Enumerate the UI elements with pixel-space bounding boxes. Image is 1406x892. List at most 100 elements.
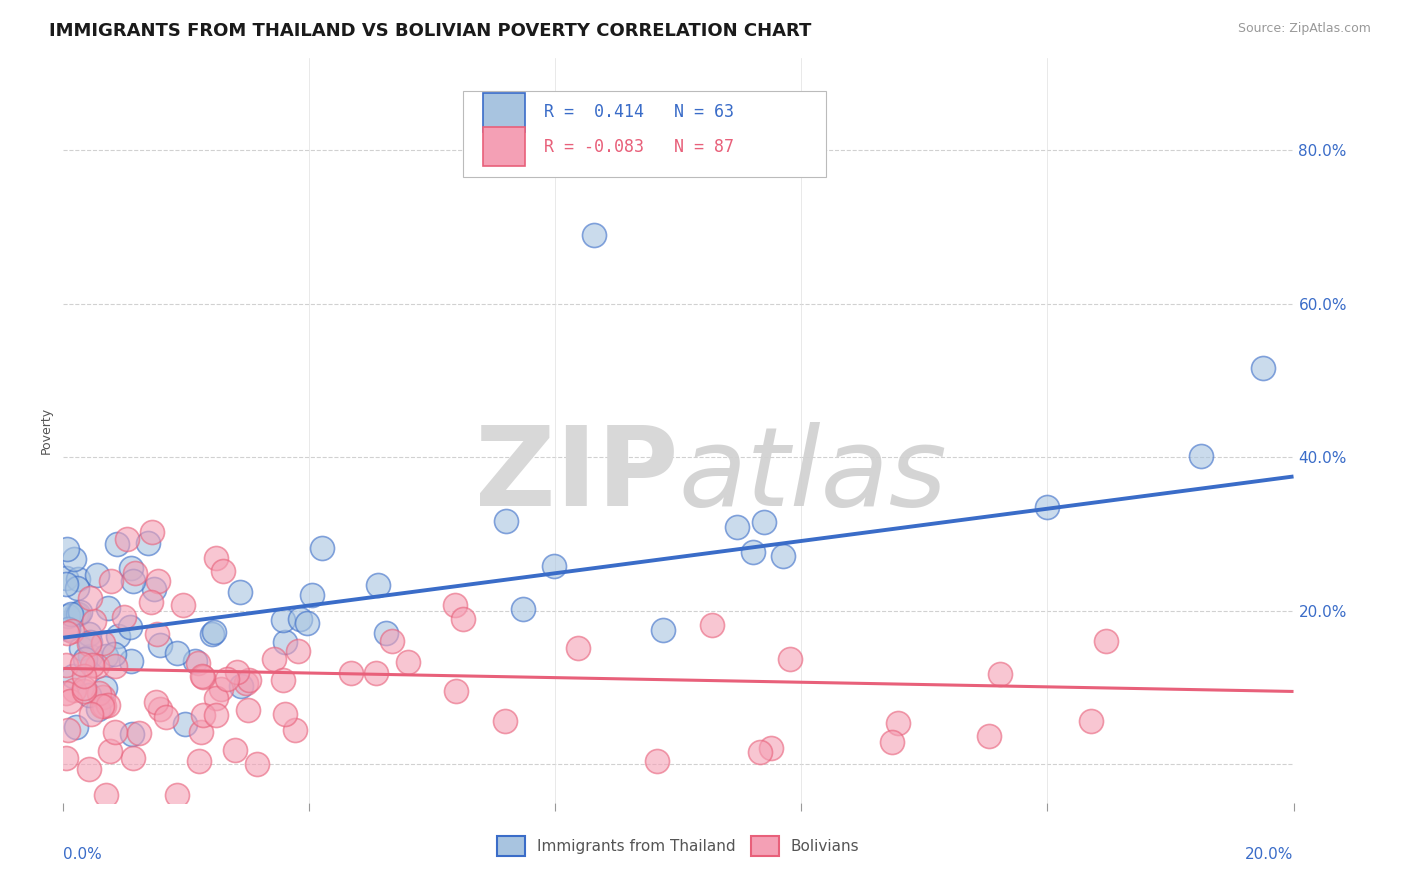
Point (235, 676, 257, 690)
Point (184, 654, 207, 668)
Point (91, 698, 114, 713)
FancyBboxPatch shape (482, 93, 524, 132)
Point (67, 573, 90, 587)
Point (72, 657, 94, 672)
Point (141, 524, 163, 539)
Point (263, 652, 285, 666)
Point (83, 615, 105, 629)
Point (274, 706, 297, 721)
Point (190, 724, 212, 739)
Point (772, 549, 794, 563)
Point (759, 740, 782, 755)
Point (212, 565, 235, 579)
Point (55, 686, 77, 700)
Point (202, 624, 225, 639)
Point (105, 537, 128, 551)
Point (495, 514, 517, 528)
Point (880, 735, 903, 749)
Point (58, 622, 80, 636)
Y-axis label: Poverty: Poverty (39, 407, 53, 454)
Point (80, 707, 103, 722)
Point (366, 666, 388, 681)
Point (229, 585, 252, 599)
Point (55, 751, 77, 765)
Point (138, 535, 160, 549)
Point (274, 635, 297, 649)
Point (93, 636, 115, 650)
Point (55, 577, 77, 591)
Point (779, 651, 801, 665)
Point (63, 552, 86, 566)
Point (112, 610, 135, 624)
Point (120, 654, 142, 668)
Point (166, 646, 188, 660)
Point (66, 581, 89, 595)
Point (988, 667, 1011, 681)
Point (273, 673, 295, 687)
Point (104, 658, 127, 673)
Point (652, 623, 675, 637)
Point (73, 681, 96, 695)
Point (188, 754, 211, 768)
Point (444, 684, 467, 698)
Point (59, 694, 82, 708)
Point (451, 612, 474, 626)
Point (155, 710, 177, 724)
Point (93, 698, 115, 713)
Point (229, 679, 252, 693)
Point (56, 608, 79, 623)
Point (79, 591, 101, 605)
Point (271, 613, 294, 627)
Point (543, 559, 565, 574)
Point (103, 647, 125, 661)
Point (226, 665, 249, 679)
Point (86, 568, 108, 582)
Point (62, 669, 84, 683)
Point (172, 598, 194, 612)
Point (86, 659, 108, 673)
Point (115, 532, 138, 546)
Point (311, 541, 333, 556)
Point (55, 571, 77, 585)
Legend: Immigrants from Thailand, Bolivians: Immigrants from Thailand, Bolivians (491, 830, 866, 863)
Point (87, 701, 110, 715)
Point (204, 691, 226, 706)
Point (1189, 449, 1212, 463)
Text: atlas: atlas (678, 422, 948, 529)
Point (754, 515, 776, 529)
Point (512, 601, 534, 615)
Point (55, 542, 77, 557)
Point (77, 637, 100, 651)
Point (977, 729, 1000, 743)
Point (166, 788, 188, 802)
Text: R = -0.083   N = 87: R = -0.083 N = 87 (544, 137, 734, 155)
Point (367, 578, 389, 592)
Point (100, 574, 122, 588)
Point (141, 595, 163, 609)
Point (443, 599, 465, 613)
Point (1036, 500, 1059, 515)
Point (56, 626, 79, 640)
Point (238, 673, 260, 688)
Point (124, 566, 146, 580)
Point (63, 683, 86, 698)
Point (301, 588, 323, 602)
Point (121, 727, 143, 741)
Point (79, 635, 101, 649)
Point (67, 607, 90, 621)
Text: ZIP: ZIP (475, 422, 678, 529)
Point (224, 743, 246, 757)
Point (205, 708, 228, 723)
Point (375, 625, 398, 640)
Point (65, 720, 87, 734)
Point (396, 655, 419, 669)
Text: IMMIGRANTS FROM THAILAND VS BOLIVIAN POVERTY CORRELATION CHART: IMMIGRANTS FROM THAILAND VS BOLIVIAN POV… (49, 22, 811, 40)
Point (582, 227, 605, 242)
Point (75, 652, 97, 666)
Point (204, 551, 226, 566)
Point (65, 607, 87, 621)
Point (148, 574, 170, 588)
Point (1094, 633, 1116, 648)
Point (1080, 714, 1102, 728)
Point (97, 698, 120, 713)
